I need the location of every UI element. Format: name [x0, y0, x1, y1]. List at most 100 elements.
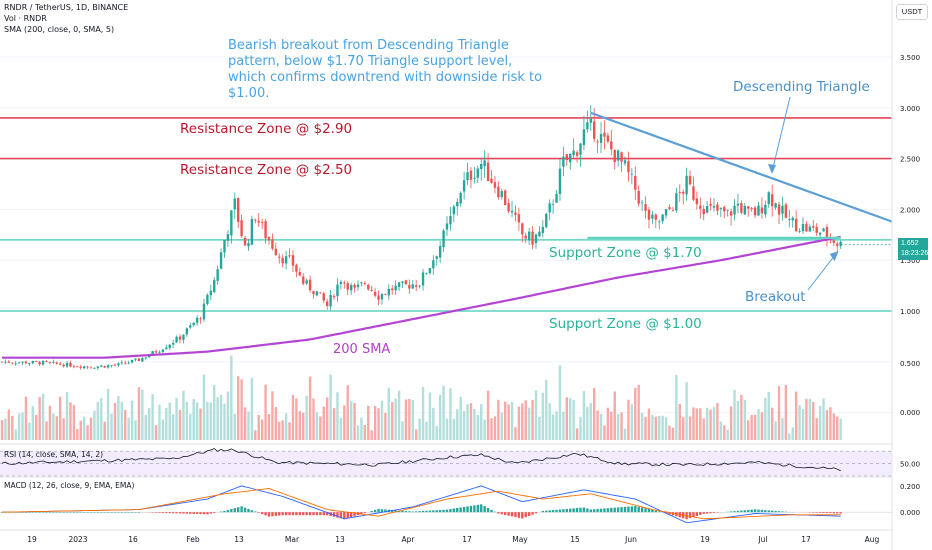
volume-bar	[394, 398, 397, 440]
volume-bar	[647, 408, 651, 440]
volume-bar	[72, 404, 76, 440]
candle-body	[658, 221, 661, 223]
candle-body	[558, 168, 562, 194]
candle-body	[86, 366, 89, 368]
volume-bar	[236, 376, 240, 440]
macd-histogram-bar	[14, 512, 17, 513]
macd-histogram-bar	[637, 506, 640, 513]
analysis-note: Bearish breakout from Descending Triangl…	[228, 38, 543, 101]
volume-bar	[0, 419, 4, 440]
candle-body	[596, 141, 599, 143]
macd-histogram-bar	[130, 512, 134, 513]
macd-histogram-bar	[836, 512, 839, 514]
candle-body	[480, 163, 483, 170]
macd-histogram-bar	[254, 511, 257, 513]
macd-histogram-bar	[462, 506, 466, 513]
macd-histogram-bar	[818, 512, 822, 513]
candle-body	[750, 208, 753, 210]
macd-histogram-bar	[312, 512, 315, 516]
candle-body	[449, 215, 452, 225]
candle-body	[640, 202, 644, 204]
candle-body	[473, 178, 476, 180]
macd-tick-label: 0.200	[900, 483, 920, 491]
macd-histogram-bar	[692, 512, 695, 518]
macd-histogram-bar	[729, 511, 733, 513]
resistance-290-label: Resistance Zone @ $2.90	[180, 121, 353, 137]
macd-histogram-bar	[319, 512, 322, 516]
volume-bar	[373, 406, 377, 440]
candle-body	[14, 363, 17, 365]
macd-histogram-bar	[569, 508, 572, 513]
macd-histogram-bar	[233, 508, 236, 513]
volume-bar	[788, 433, 791, 440]
candle-body	[158, 351, 161, 353]
macd-histogram-bar	[483, 506, 486, 513]
volume-bar	[58, 396, 62, 440]
macd-histogram-bar	[781, 511, 784, 513]
volume-bar	[106, 388, 110, 440]
volume-bar	[534, 390, 538, 440]
macd-histogram-bar	[278, 512, 281, 516]
macd-histogram-bar	[55, 512, 58, 513]
symbol-title[interactable]: RNDR / TetherUS, 1D, BINANCE	[4, 3, 129, 12]
candle-body	[117, 363, 120, 366]
volume-bar	[740, 394, 743, 440]
volume-legend[interactable]: Vol · RNDR	[4, 14, 47, 23]
volume-bar	[82, 416, 86, 440]
volume-bar	[370, 430, 373, 440]
candle-body	[141, 358, 144, 362]
macd-legend[interactable]: MACD (12, 26, close, 9, EMA, EMA)	[4, 481, 135, 490]
candle-body	[486, 162, 490, 182]
candle-body	[11, 362, 14, 364]
macd-histogram-bar	[541, 510, 545, 513]
volume-bar	[298, 411, 302, 440]
volume-bar	[565, 397, 569, 440]
macd-histogram-bar	[62, 512, 65, 513]
candle-body	[695, 198, 699, 205]
macd-histogram-bar	[267, 512, 271, 517]
volume-bar	[264, 384, 267, 440]
macd-histogram-bar	[370, 510, 373, 513]
volume-bar	[770, 407, 774, 440]
macd-histogram-bar	[219, 511, 223, 513]
macd-histogram-bar	[322, 512, 325, 516]
bar-countdown: 18:23:26	[901, 250, 929, 257]
candle-body	[336, 284, 339, 297]
macd-histogram-bar	[702, 512, 705, 514]
candle-body	[805, 223, 808, 232]
y-tick-label: 2.500	[900, 156, 920, 164]
macd-histogram-bar	[490, 509, 493, 513]
rsi-legend[interactable]: RSI (14, close, SMA, 14, 2)	[4, 450, 104, 459]
volume-bar	[391, 402, 394, 440]
macd-histogram-bar	[103, 512, 106, 513]
volume-bar	[380, 400, 384, 440]
macd-histogram-bar	[332, 512, 336, 517]
sma-legend[interactable]: SMA (200, close, 0, SMA, 5)	[4, 25, 115, 34]
candle-body	[298, 272, 302, 276]
candle-body	[435, 256, 438, 259]
candle-body	[712, 206, 716, 208]
volume-bar	[651, 414, 654, 440]
zone-lines	[0, 117, 892, 312]
candle-body	[397, 282, 401, 287]
volume-bar	[558, 365, 562, 440]
macd-histogram-bar	[480, 504, 483, 513]
macd-histogram-bar	[514, 512, 517, 518]
volume-bar	[401, 421, 404, 440]
volume-bar	[627, 399, 630, 440]
y-tick-label: 1.000	[900, 308, 920, 316]
volume-bar	[664, 417, 668, 440]
volume-bar	[356, 425, 360, 440]
last-price: 1.652	[901, 240, 919, 247]
candle-body	[45, 361, 48, 362]
candle-body	[96, 366, 100, 368]
candle-body	[240, 220, 243, 237]
volume-bar	[654, 416, 658, 440]
candle-body	[319, 292, 322, 294]
volume-bar	[709, 409, 712, 440]
currency-button[interactable]: USDT	[896, 4, 928, 20]
candle-body	[438, 246, 442, 258]
macd-histogram-bar	[360, 512, 363, 515]
macd-histogram-bar	[596, 508, 599, 513]
